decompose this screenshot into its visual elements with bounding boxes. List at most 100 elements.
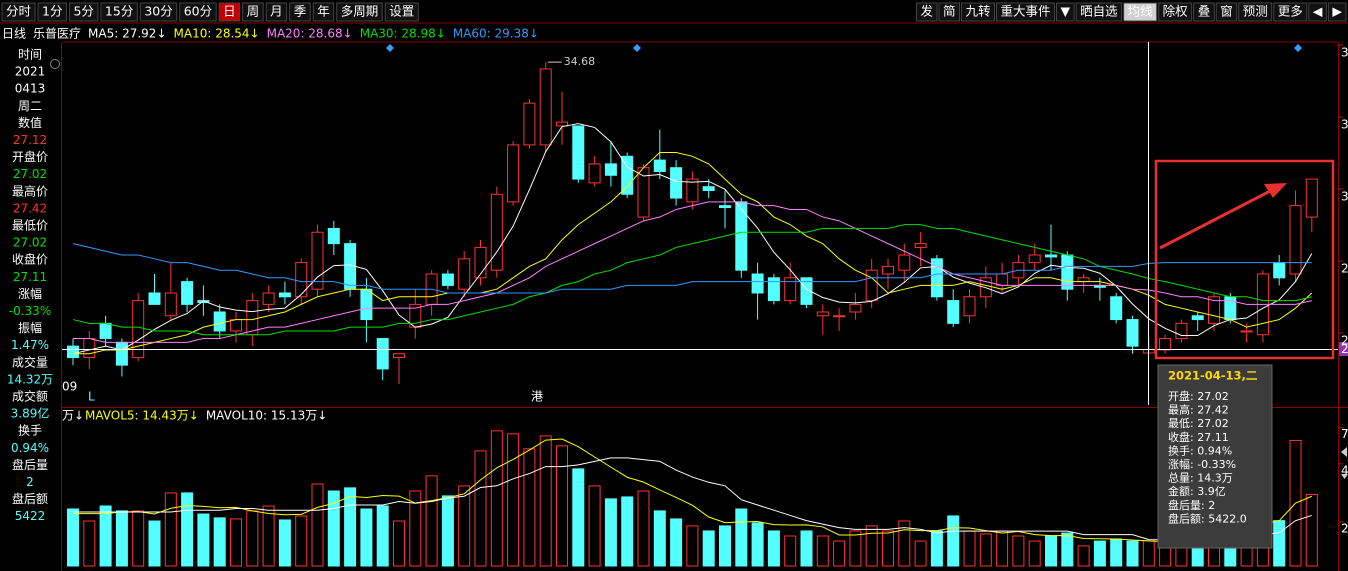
volume-bar xyxy=(849,530,862,567)
toolbar-button[interactable] xyxy=(1273,2,1308,22)
toolbar-button-label[interactable]: 窗 xyxy=(1220,4,1233,19)
toolbar-button[interactable] xyxy=(37,2,67,22)
toolbar-button[interactable] xyxy=(1158,2,1193,22)
toolbar-button-label[interactable]: 简 xyxy=(943,4,956,19)
candle-body xyxy=(181,281,194,305)
toolbar-button-label[interactable]: 更多 xyxy=(1278,4,1303,19)
toolbar-button[interactable] xyxy=(265,2,288,22)
toolbar-button[interactable] xyxy=(915,2,938,22)
volume-bar xyxy=(833,540,846,567)
volume-bar xyxy=(132,510,145,567)
toolbar-button-label[interactable]: 重大事件 xyxy=(1001,4,1051,19)
candle-body xyxy=(278,292,291,298)
toolbar-button-label[interactable]: 发 xyxy=(920,4,933,19)
toolbar-button[interactable] xyxy=(1075,2,1123,22)
volume-bar xyxy=(572,468,585,567)
toolbar-button[interactable] xyxy=(996,2,1056,22)
toolbar-button[interactable] xyxy=(312,2,335,22)
toolbar-button-label[interactable]: 月 xyxy=(270,4,283,19)
candle-body xyxy=(1175,322,1188,340)
toolbar-button[interactable] xyxy=(139,2,178,22)
toolbar-button-label[interactable]: 60分 xyxy=(184,4,212,19)
candle-body xyxy=(898,254,911,271)
toolbar-button[interactable] xyxy=(100,2,138,22)
annotation: L xyxy=(88,390,95,404)
toolbar-button-label[interactable]: 分时 xyxy=(6,4,32,19)
candle-body xyxy=(83,338,96,359)
info-row: 盘后量 xyxy=(12,457,48,472)
toolbar-button-label[interactable]: 周 xyxy=(247,4,260,19)
volume-bar xyxy=(148,520,161,567)
toolbar-button-label[interactable]: 除权 xyxy=(1163,4,1189,19)
toolbar-button[interactable] xyxy=(68,2,99,22)
toolbar-button-label[interactable]: 均线 xyxy=(1128,4,1154,19)
toolbar-button-label[interactable]: 设置 xyxy=(389,4,414,19)
toolbar-button-label[interactable]: 5分 xyxy=(73,4,93,19)
volume-bar xyxy=(197,513,210,567)
volume-bar xyxy=(588,485,601,567)
toolbar-button[interactable] xyxy=(179,2,217,22)
volume-bar xyxy=(393,520,405,567)
volume-bar xyxy=(784,535,797,567)
volume-bar xyxy=(914,540,927,567)
candle-body xyxy=(947,300,960,324)
tooltip-line: 涨幅: -0.33% xyxy=(1168,458,1236,471)
toolbar-button[interactable] xyxy=(1238,2,1273,22)
info-row: 涨幅 xyxy=(18,286,42,301)
settings-icon[interactable] xyxy=(50,59,60,69)
legend-entry: MA30: 28.98↓ xyxy=(360,27,446,41)
toolbar-button-label[interactable]: 九转 xyxy=(965,4,990,19)
candle-body xyxy=(490,193,503,271)
toolbar-button[interactable] xyxy=(242,2,264,22)
toolbar-button-label[interactable]: 叠 xyxy=(1198,4,1211,19)
toolbar-button-label[interactable]: 15分 xyxy=(105,4,133,19)
info-row: 最低价 xyxy=(12,219,48,233)
toolbar-button-label[interactable]: 季 xyxy=(294,4,307,19)
toolbar-button[interactable] xyxy=(218,2,241,22)
toolbar-button[interactable] xyxy=(960,2,995,22)
volume-bar xyxy=(523,448,536,567)
volume-bar xyxy=(930,530,943,567)
volume-bar xyxy=(702,530,715,567)
volume-bar xyxy=(963,530,976,567)
candle-body xyxy=(621,155,634,195)
axis-arrows[interactable] xyxy=(1341,447,1348,479)
volume-bar xyxy=(621,496,634,567)
toolbar-button[interactable] xyxy=(1308,2,1327,22)
toolbar-button-label[interactable]: 年 xyxy=(317,4,330,19)
tooltip-line: 开盘: 27.02 xyxy=(1168,389,1229,403)
candle-body xyxy=(360,288,373,321)
toolbar-button[interactable] xyxy=(1,2,36,22)
candle-body xyxy=(702,186,715,191)
annotation: 09 xyxy=(62,380,77,394)
vol-tick-label: 4 xyxy=(1341,463,1348,477)
toolbar-button-label[interactable]: 30分 xyxy=(144,4,172,19)
toolbar-button[interactable] xyxy=(1123,2,1158,22)
toolbar-button[interactable] xyxy=(1056,2,1075,22)
toolbar-button-label[interactable]: ▶ xyxy=(1332,4,1342,19)
toolbar-button-label[interactable]: 多周期 xyxy=(341,4,379,19)
toolbar-button[interactable] xyxy=(336,2,383,22)
toolbar-button[interactable] xyxy=(1215,2,1238,22)
toolbar-button-label[interactable]: 日 xyxy=(223,4,236,19)
candle-body xyxy=(67,345,79,359)
volume-bar xyxy=(441,495,454,567)
candle-body xyxy=(1273,262,1286,279)
toolbar-button-label[interactable]: ◀ xyxy=(1313,4,1323,19)
info-row: 换手 xyxy=(18,424,42,438)
ma-line xyxy=(73,151,1313,355)
toolbar-button[interactable] xyxy=(384,2,419,22)
candle-body xyxy=(230,319,242,332)
toolbar-button[interactable] xyxy=(1327,2,1347,22)
toolbar-button[interactable] xyxy=(1193,2,1215,22)
toolbar-button[interactable] xyxy=(289,2,311,22)
toolbar-button-label[interactable]: 预测 xyxy=(1243,4,1268,19)
toolbar-button[interactable] xyxy=(938,2,960,22)
info-row: 27.02 xyxy=(13,167,47,181)
info-row: 27.11 xyxy=(13,270,47,284)
toolbar-button-label[interactable]: 1分 xyxy=(42,4,62,19)
toolbar-button-label[interactable]: 晒自选 xyxy=(1080,4,1118,19)
toolbar-button-label[interactable]: ▼ xyxy=(1061,4,1071,19)
max-label: 34.68 xyxy=(564,55,596,68)
